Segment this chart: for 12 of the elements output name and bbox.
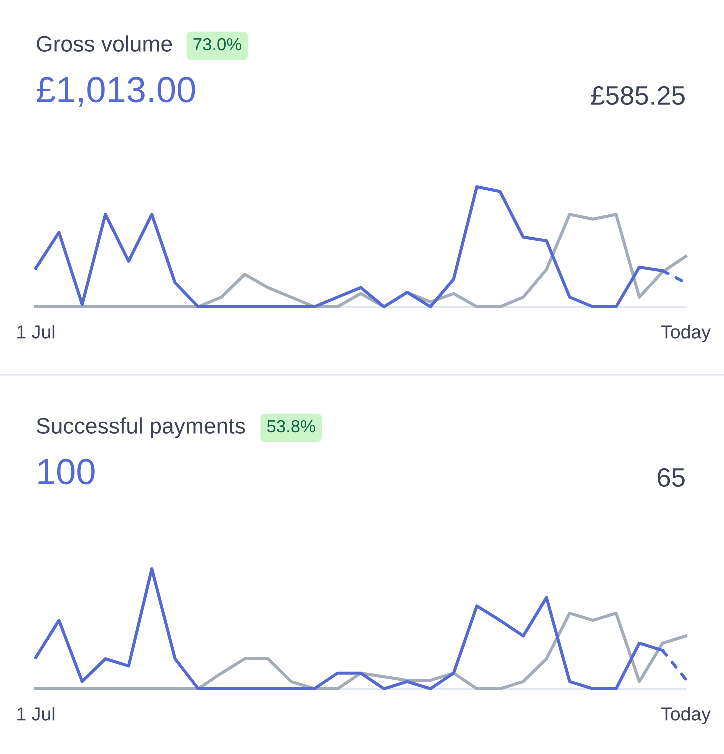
text: 100 — [38, 459, 95, 485]
text: 53.8% — [267, 420, 316, 433]
text: 65 — [658, 468, 685, 488]
chart-title: Successful payments — [37, 418, 246, 438]
chart-title: Gross volume — [37, 36, 172, 52]
x-tick-label: Today — [661, 325, 711, 343]
x-tick-label: 1 Jul — [18, 325, 55, 339]
text: £1,013.00 — [37, 77, 196, 107]
x-tick-label: Today — [661, 707, 711, 725]
text: 73.0% — [194, 38, 242, 51]
x-tick-label: 1 Jul — [18, 707, 55, 721]
text: £585.25 — [591, 86, 685, 106]
